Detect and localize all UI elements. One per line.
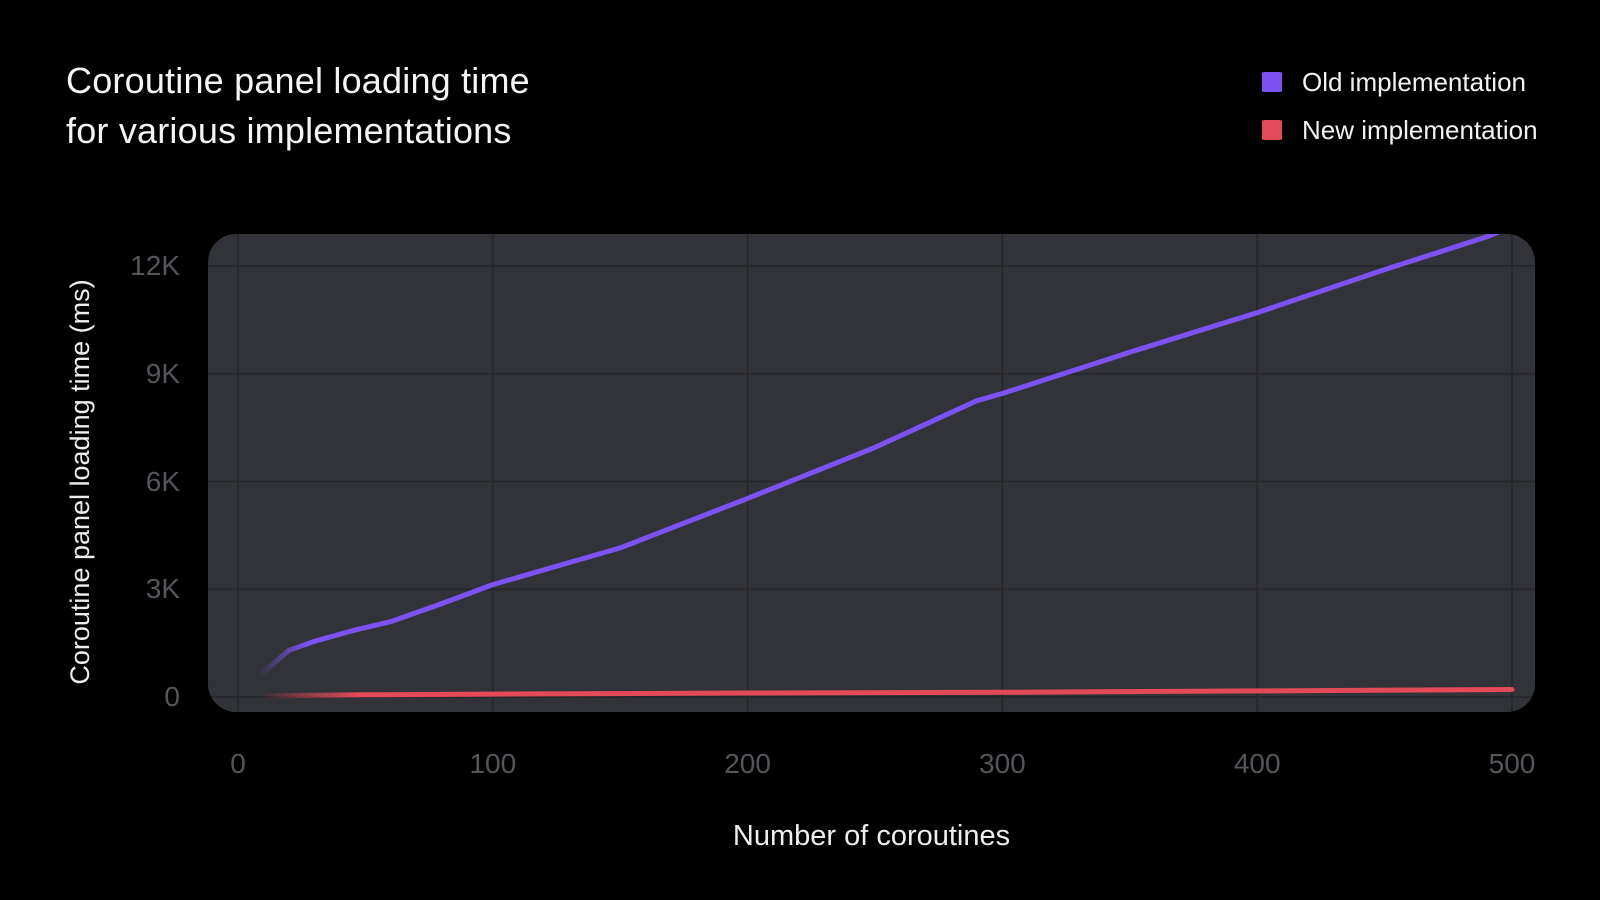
y-tick-label: 0: [164, 681, 180, 712]
x-tick-label: 300: [979, 748, 1026, 779]
y-tick-label: 12K: [130, 250, 180, 281]
chart-svg: [208, 234, 1535, 712]
plot-area: [208, 234, 1535, 712]
y-axis-title: Coroutine panel loading time (ms): [65, 279, 95, 685]
chart-title-line1: Coroutine panel loading time: [66, 60, 530, 101]
x-tick-label: 200: [724, 748, 771, 779]
legend-swatch-new: [1262, 120, 1282, 140]
legend-label-old: Old implementation: [1302, 66, 1526, 97]
legend-item-old: Old implementation: [1262, 67, 1538, 97]
y-tick-label: 3K: [145, 573, 180, 605]
y-tick-label: 9K: [145, 357, 180, 389]
chart-title: Coroutine panel loading time for various…: [66, 56, 530, 156]
y-tick-label: 6K: [145, 465, 180, 497]
series-line-new: [261, 687, 1515, 699]
legend: Old implementation New implementation: [1262, 67, 1538, 145]
legend-label-new: New implementation: [1302, 114, 1538, 145]
series-line-old: [261, 234, 1501, 675]
x-axis-title: Number of coroutines: [732, 820, 1011, 852]
x-tick-label: 0: [230, 748, 246, 779]
x-tick-label: 500: [1488, 748, 1536, 779]
x-tick-label: 400: [1233, 748, 1281, 779]
x-tick-label: 100: [469, 748, 517, 779]
chart-title-line2: for various implementations: [66, 110, 512, 151]
legend-swatch-old: [1262, 72, 1282, 92]
legend-item-new: New implementation: [1262, 115, 1538, 145]
